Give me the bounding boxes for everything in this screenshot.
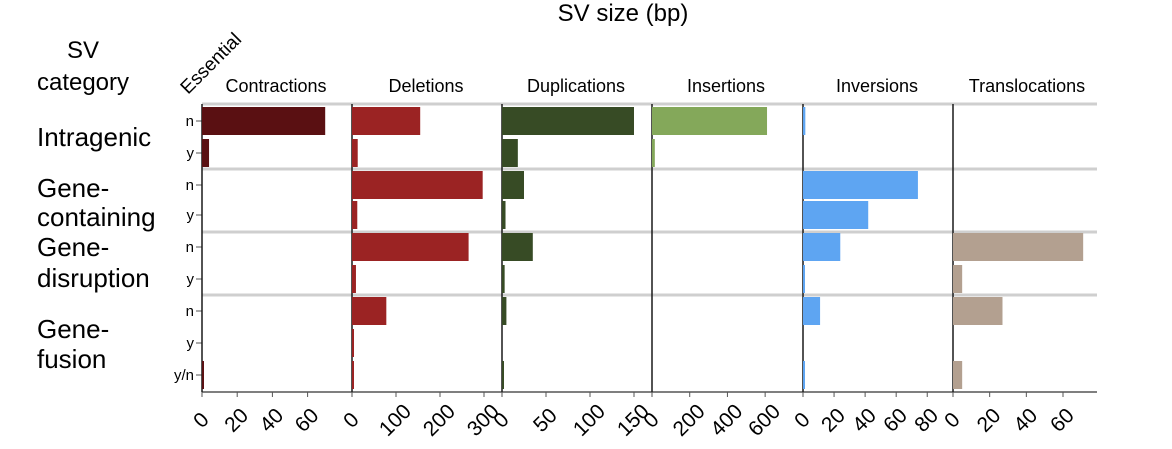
x-tick-label: 40	[1009, 404, 1042, 437]
bar	[202, 107, 326, 135]
x-tick-label: 60	[1046, 404, 1079, 437]
x-tick-label: 50	[529, 404, 562, 437]
row-group-label: disruption	[37, 263, 150, 293]
bar	[352, 233, 469, 261]
bar	[502, 139, 518, 167]
x-tick-label: 200	[419, 400, 460, 441]
bar	[502, 297, 507, 325]
bar	[352, 297, 387, 325]
x-tick-label: 20	[973, 404, 1006, 437]
subrow-label: n	[186, 177, 194, 194]
x-tick-label: 100	[569, 400, 610, 441]
x-tick-label: 0	[189, 408, 214, 433]
bar	[502, 171, 524, 199]
panel-title: Deletions	[388, 76, 463, 96]
bar	[803, 171, 918, 199]
bar	[502, 361, 504, 389]
bar	[953, 265, 963, 293]
panel-title: Contractions	[225, 76, 326, 96]
row-group-label: fusion	[37, 344, 106, 374]
bar	[953, 361, 963, 389]
bar	[352, 329, 354, 357]
bar	[502, 107, 634, 135]
x-tick-label: 0	[489, 408, 514, 433]
row-group-label: Intragenic	[37, 122, 151, 152]
bar	[803, 233, 841, 261]
x-tick-label: 0	[940, 408, 965, 433]
subrow-label: n	[186, 239, 194, 256]
bar	[352, 171, 483, 199]
bar	[502, 201, 506, 229]
bar	[502, 233, 533, 261]
bar	[803, 297, 821, 325]
x-tick-label: 0	[339, 408, 364, 433]
x-tick-label: 400	[706, 400, 747, 441]
x-tick-label: 0	[639, 408, 664, 433]
bar	[652, 139, 655, 167]
subrow-label: y	[187, 335, 195, 352]
subrow-label: y	[187, 145, 195, 162]
x-tick-label: 40	[848, 404, 881, 437]
subrow-label: y	[187, 271, 195, 288]
row-group-label: containing	[37, 202, 156, 232]
subrow-label: y	[187, 207, 195, 224]
row-group-label: Gene-	[37, 232, 109, 262]
chart-title: SV size (bp)	[558, 0, 689, 27]
bar	[202, 139, 210, 167]
bar	[352, 265, 356, 293]
panel-title: Insertions	[687, 76, 765, 96]
bar	[953, 233, 1084, 261]
x-tick-label: 20	[817, 404, 850, 437]
x-tick-label: 40	[255, 404, 288, 437]
bar	[803, 361, 805, 389]
bar	[953, 297, 1003, 325]
subrow-label: n	[186, 303, 194, 320]
bar	[803, 201, 869, 229]
x-tick-label: 60	[879, 404, 912, 437]
row-axis-title-line1: SV	[67, 37, 99, 64]
bar	[352, 107, 421, 135]
panel-title: Inversions	[836, 76, 918, 96]
x-tick-label: 80	[910, 404, 943, 437]
row-group-label: Gene-	[37, 173, 109, 203]
bar	[803, 107, 806, 135]
panel-title: Duplications	[527, 76, 625, 96]
bar	[502, 265, 505, 293]
bar	[803, 265, 805, 293]
bar	[652, 107, 768, 135]
x-tick-label: 20	[220, 404, 253, 437]
row-group-label: Gene-	[37, 314, 109, 344]
x-tick-label: 200	[669, 400, 710, 441]
x-tick-label: 600	[744, 400, 785, 441]
x-tick-label: 100	[375, 400, 416, 441]
x-tick-label: 0	[790, 408, 815, 433]
panel-title: Translocations	[969, 76, 1085, 96]
subrow-label: n	[186, 113, 194, 130]
bar	[352, 361, 354, 389]
bar	[202, 361, 204, 389]
x-tick-label: 60	[291, 404, 324, 437]
bar	[352, 139, 358, 167]
row-axis-title-line2: category	[37, 69, 129, 96]
bar	[352, 201, 358, 229]
subrow-label: y/n	[174, 367, 194, 384]
